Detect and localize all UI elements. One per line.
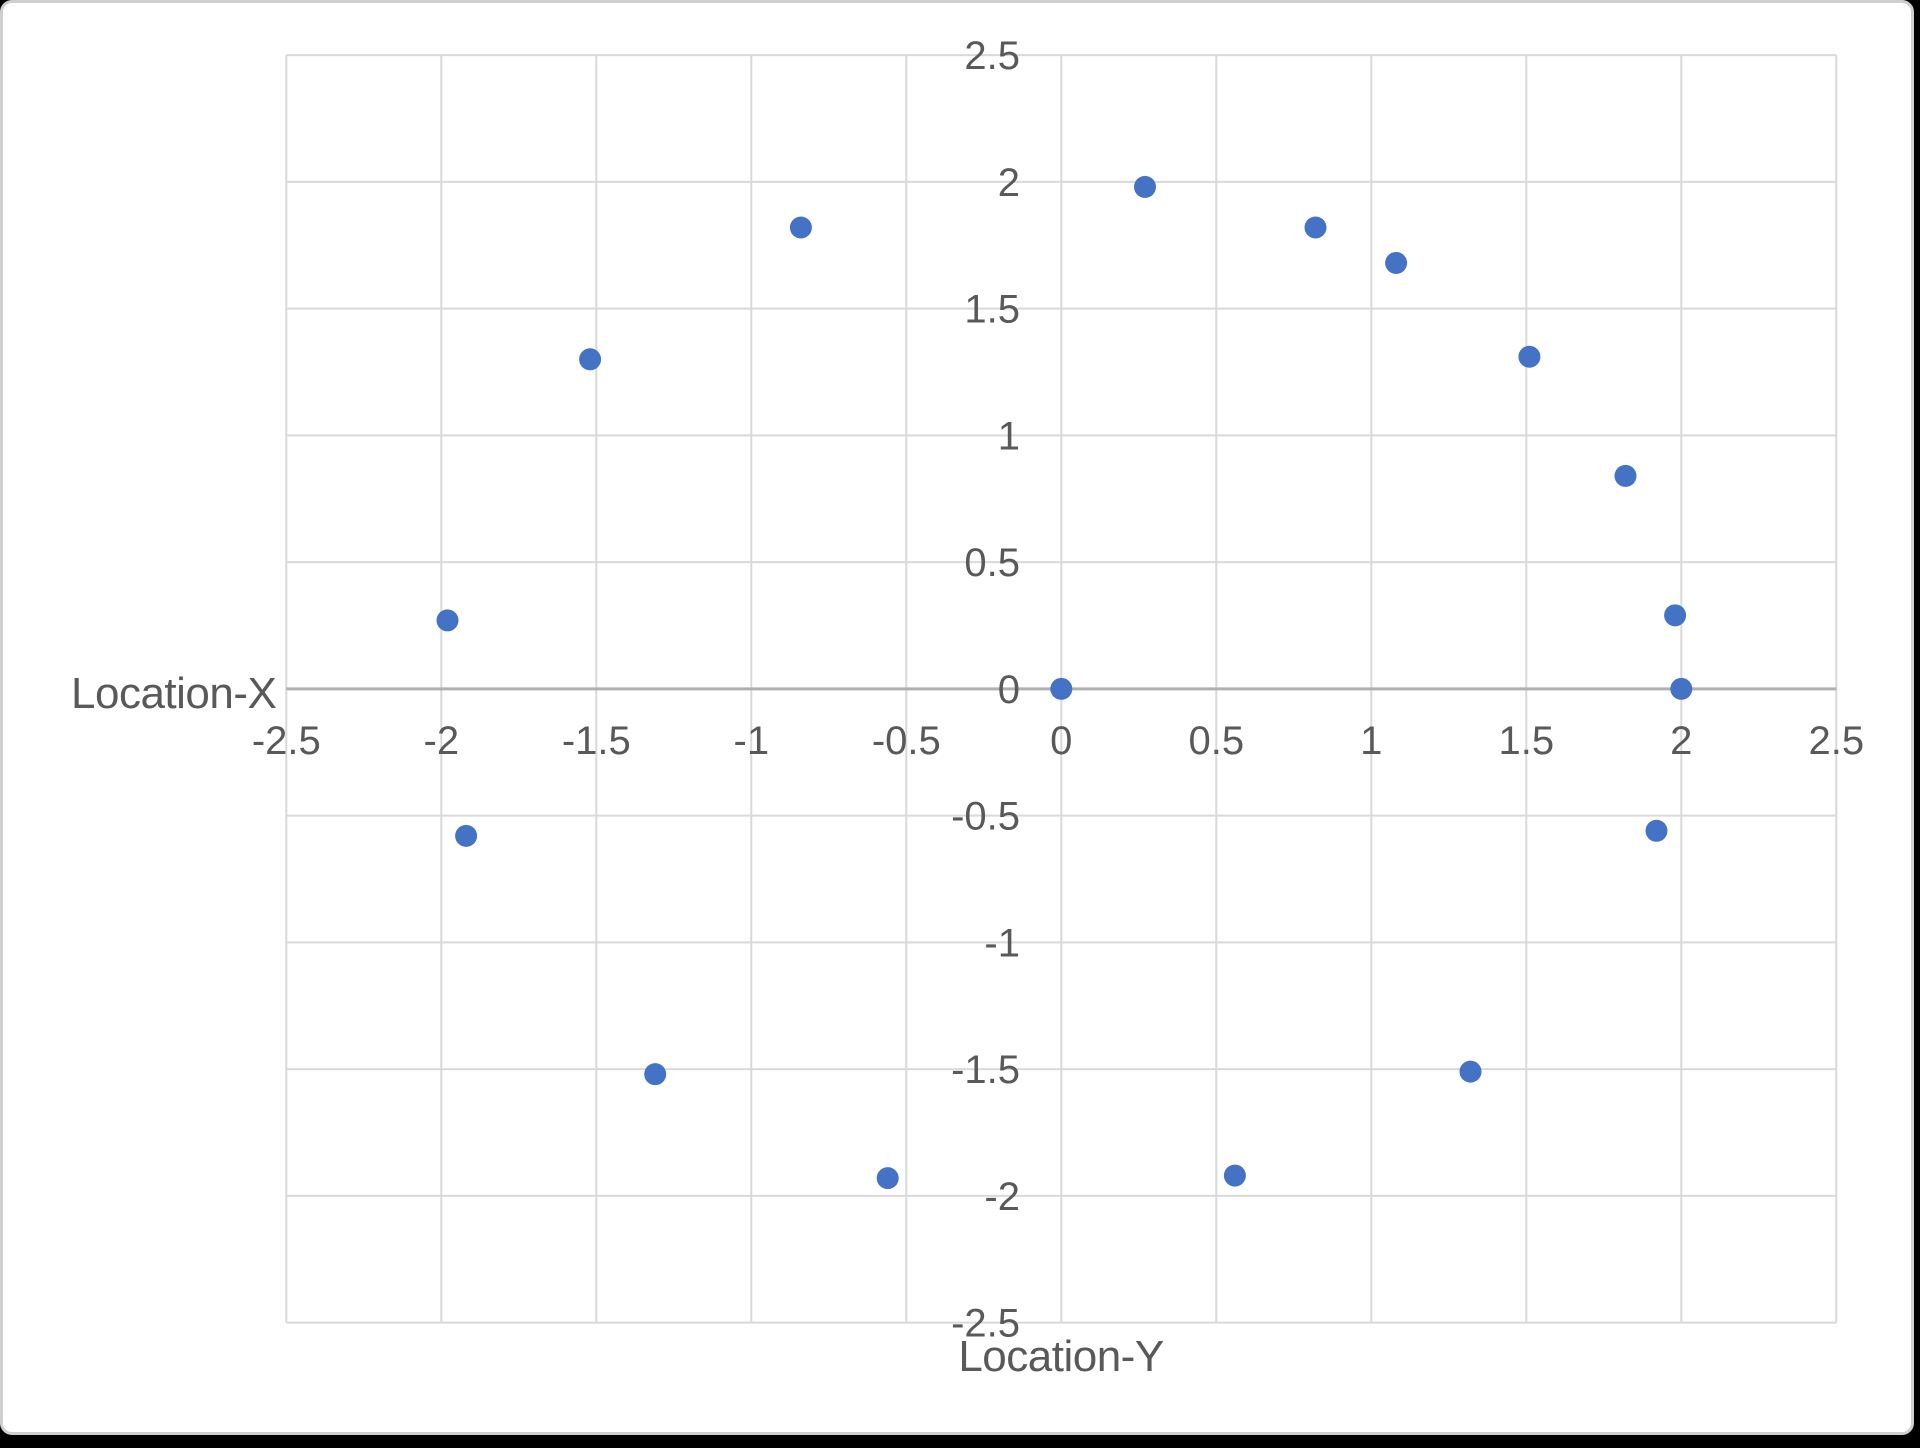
y-tick-label: 2 [998,161,1020,205]
data-point [1223,1164,1246,1187]
y-tick-label: -2.5 [951,1302,1020,1346]
data-point [1385,251,1408,274]
x-tick-label: 0 [1050,719,1072,763]
data-point [1664,604,1687,627]
tick-labels: -2.5 -2 -1.5 -1 -0.5 0 0.5 1 1.5 2 2.5 -2.5 -2 -1.5 -1… [252,34,1864,1346]
data-point [1670,677,1693,700]
x-tick-label: 2.5 [1808,719,1864,763]
x-tick-label: 0.5 [1188,719,1244,763]
y-tick-label: 0.5 [964,541,1020,585]
y-tick-label: 1.5 [964,288,1020,332]
data-point [1050,677,1073,700]
bottom-axis-title: Location-Y [958,1332,1164,1381]
x-tick-label: -2 [424,719,460,763]
x-tick-label: 1 [1360,719,1382,763]
y-tick-label: 0 [998,668,1020,712]
scatter-chart: -2.5 -2 -1.5 -1 -0.5 0 0.5 1 1.5 2 2.5 -2.5 -2 -1.5 -1… [71,34,1864,1381]
y-tick-label: -0.5 [951,795,1020,839]
y-tick-label: -2 [984,1175,1020,1219]
y-tick-label: 2.5 [964,34,1020,78]
data-point [1134,175,1156,198]
x-tick-label: -1.5 [562,719,631,763]
data-point [644,1063,667,1086]
data-point [579,348,602,371]
data-point [1459,1060,1482,1083]
y-tick-label: 1 [998,414,1020,458]
y-tick-label: -1.5 [951,1048,1020,1092]
x-tick-label: -1 [734,719,770,763]
data-point [1645,819,1668,842]
data-point [1304,216,1327,239]
data-point [876,1167,899,1190]
data-point [1518,345,1541,368]
x-tick-label: 1.5 [1498,719,1554,763]
x-tick-label: -0.5 [872,719,941,763]
data-point [1614,464,1637,487]
data-point [436,609,459,632]
data-point [789,216,812,239]
data-points [436,175,1693,1190]
data-point [455,824,478,847]
left-axis-title: Location-X [71,669,277,718]
x-tick-label: 2 [1670,719,1692,763]
x-tick-label: -2.5 [252,719,321,763]
y-tick-label: -1 [984,921,1020,965]
